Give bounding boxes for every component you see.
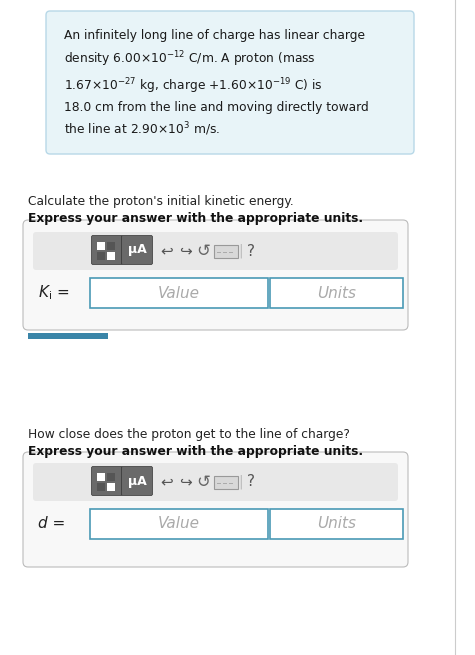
Text: ↪: ↪ (179, 244, 191, 259)
Bar (214, 245, 238, 258)
Text: $K_{\mathrm{i}}$ =: $K_{\mathrm{i}}$ = (38, 284, 69, 303)
Text: μA: μA (128, 474, 146, 487)
Bar (97, 252, 105, 260)
Bar (107, 252, 115, 260)
Text: Units: Units (317, 517, 356, 531)
Bar (214, 476, 238, 489)
FancyBboxPatch shape (122, 466, 152, 495)
Text: ↺: ↺ (196, 473, 210, 491)
FancyBboxPatch shape (23, 220, 408, 330)
FancyBboxPatch shape (33, 232, 398, 270)
FancyBboxPatch shape (92, 236, 123, 265)
Text: ↩: ↩ (161, 474, 173, 489)
Bar (90, 278, 268, 308)
Bar (270, 509, 403, 539)
FancyBboxPatch shape (46, 11, 414, 154)
Text: ?: ? (247, 474, 255, 489)
FancyBboxPatch shape (23, 452, 408, 567)
Text: Units: Units (317, 286, 356, 301)
Text: d =: d = (38, 517, 65, 531)
Bar (97, 473, 105, 481)
Text: ↩: ↩ (161, 244, 173, 259)
Text: ↺: ↺ (196, 242, 210, 260)
Text: Value: Value (158, 286, 200, 301)
Bar (90, 509, 268, 539)
Text: |: | (238, 244, 243, 258)
Text: ?: ? (247, 244, 255, 259)
Bar (97, 242, 105, 250)
FancyBboxPatch shape (92, 466, 123, 495)
Text: Calculate the proton's initial kinetic energy.: Calculate the proton's initial kinetic e… (28, 195, 294, 208)
Bar (107, 483, 115, 491)
Text: Express your answer with the appropriate units.: Express your answer with the appropriate… (28, 212, 363, 225)
Text: Express your answer with the appropriate units.: Express your answer with the appropriate… (28, 445, 363, 458)
Bar (97, 483, 105, 491)
Text: |: | (238, 475, 243, 489)
Bar (28, 333, 108, 339)
Text: ↪: ↪ (179, 474, 191, 489)
FancyBboxPatch shape (33, 463, 398, 501)
Text: Value: Value (158, 517, 200, 531)
Bar (107, 473, 115, 481)
Text: μA: μA (128, 244, 146, 257)
Bar (270, 278, 403, 308)
Bar (107, 242, 115, 250)
Text: How close does the proton get to the line of charge?: How close does the proton get to the lin… (28, 428, 350, 441)
FancyBboxPatch shape (122, 236, 152, 265)
Text: An infinitely long line of charge has linear charge
density 6.00$\times$10$^{-12: An infinitely long line of charge has li… (64, 29, 369, 138)
